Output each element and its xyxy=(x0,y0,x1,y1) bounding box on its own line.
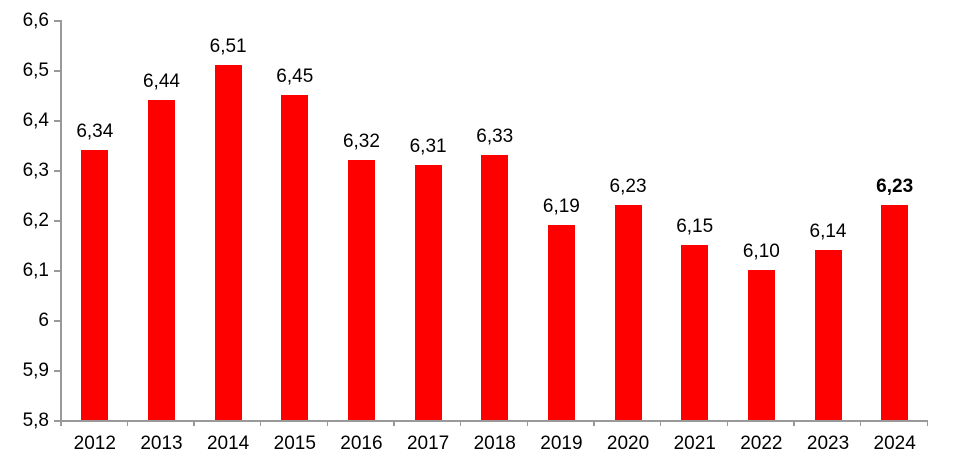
bar-2024 xyxy=(881,205,909,420)
x-axis-tick xyxy=(259,420,262,426)
x-axis-tick xyxy=(60,420,62,426)
x-axis-label-2016: 2016 xyxy=(340,433,383,454)
x-axis-label-2013: 2013 xyxy=(140,433,183,454)
y-axis-tick xyxy=(54,120,60,122)
bar-value-label-2024: 6,23 xyxy=(876,176,914,197)
bar-value-label-2014: 6,51 xyxy=(209,36,247,57)
y-axis-line xyxy=(60,20,62,426)
y-axis-tick xyxy=(54,220,60,222)
x-axis-label-2021: 2021 xyxy=(673,433,716,454)
y-axis-tick xyxy=(54,370,60,372)
y-axis-tick xyxy=(54,170,60,172)
bar-value-label-2017: 6,31 xyxy=(409,136,447,157)
y-axis-tick xyxy=(54,70,60,72)
bar-2014 xyxy=(214,65,242,420)
x-axis-tick xyxy=(459,420,462,426)
y-axis-tick-label: 6,5 xyxy=(22,60,49,81)
y-axis-tick-label: 6,3 xyxy=(22,160,49,181)
y-axis-tick xyxy=(54,20,60,22)
x-axis-tick xyxy=(593,420,595,426)
x-axis-label-2017: 2017 xyxy=(406,433,450,454)
bar-value-label-2023: 6,14 xyxy=(809,221,847,242)
bar-2017 xyxy=(414,165,442,420)
bar-2019 xyxy=(547,225,575,420)
x-axis-tick xyxy=(126,420,129,426)
x-axis-label-2015: 2015 xyxy=(273,433,316,454)
y-axis-tick-label: 6,1 xyxy=(22,260,49,281)
x-axis-label-2018: 2018 xyxy=(473,433,516,454)
bar-value-label-2020: 6,23 xyxy=(609,176,647,197)
y-axis-tick xyxy=(54,420,60,422)
bar-2018 xyxy=(481,155,509,420)
bar-value-label-2012: 6,34 xyxy=(76,121,114,142)
bar-2021 xyxy=(681,245,709,420)
bar-2013 xyxy=(147,100,175,420)
x-axis-label-2020: 2020 xyxy=(606,433,650,454)
bar-value-label-2016: 6,32 xyxy=(342,131,380,152)
x-axis-label-2019: 2019 xyxy=(540,433,583,454)
bar-2020 xyxy=(614,205,642,420)
bar-2023 xyxy=(814,250,842,420)
y-axis-tick-label: 6 xyxy=(38,310,49,331)
y-axis-tick xyxy=(54,320,60,322)
bar-2022 xyxy=(747,270,775,420)
x-axis-tick xyxy=(726,420,729,426)
x-axis-label-2012: 2012 xyxy=(73,433,116,454)
bar-2015 xyxy=(281,95,309,420)
x-axis-label-2024: 2024 xyxy=(873,433,916,454)
x-axis-line xyxy=(60,420,928,422)
x-axis-tick xyxy=(859,420,862,426)
x-axis-tick xyxy=(393,420,395,426)
bar-value-label-2019: 6,19 xyxy=(542,196,580,217)
bar-value-label-2015: 6,45 xyxy=(276,66,314,87)
x-axis-tick xyxy=(326,420,329,426)
y-axis-tick xyxy=(54,270,60,272)
x-axis-tick xyxy=(793,420,795,426)
bar-2016 xyxy=(347,160,375,420)
bar-2012 xyxy=(81,150,109,420)
x-axis-tick xyxy=(526,420,529,426)
x-axis-label-2022: 2022 xyxy=(740,433,783,454)
bar-value-label-2018: 6,33 xyxy=(476,126,514,147)
y-axis-tick-label: 6,4 xyxy=(22,110,49,131)
x-axis-tick xyxy=(926,420,928,426)
y-axis-tick-label: 6,2 xyxy=(22,210,49,231)
bar-value-label-2013: 6,44 xyxy=(142,71,180,92)
y-axis-tick-label: 6,6 xyxy=(22,10,49,31)
x-axis-tick xyxy=(193,420,195,426)
x-axis-tick xyxy=(659,420,662,426)
x-axis-label-2014: 2014 xyxy=(206,433,250,454)
bar-value-label-2021: 6,15 xyxy=(676,216,714,237)
y-axis-tick-label: 5,9 xyxy=(22,360,49,381)
bar-value-label-2022: 6,10 xyxy=(742,241,780,262)
x-axis-label-2023: 2023 xyxy=(806,433,850,454)
y-axis-tick-label: 5,8 xyxy=(22,410,49,431)
